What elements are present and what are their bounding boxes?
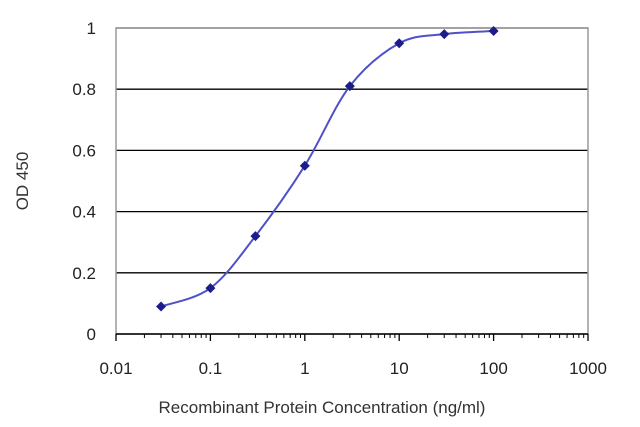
y-tick-label-0.6: 0.6 — [72, 141, 96, 160]
x-tick-labels: 0.01 0.1 1 10 100 1000 — [99, 359, 606, 378]
y-axis-label: OD 450 — [13, 152, 32, 211]
data-point-0 — [156, 301, 166, 311]
y-tick-label-0.4: 0.4 — [72, 203, 96, 222]
x-tick-label-0.01: 0.01 — [99, 359, 132, 378]
x-tick-label-10: 10 — [390, 359, 409, 378]
y-tick-labels: 0 0.2 0.4 0.6 0.8 1 — [72, 19, 96, 344]
x-axis-label: Recombinant Protein Concentration (ng/ml… — [159, 398, 486, 417]
y-tick-label-1: 1 — [87, 19, 96, 38]
x-tick-label-100: 100 — [479, 359, 507, 378]
y-tick-label-0.2: 0.2 — [72, 264, 96, 283]
data-point-6 — [439, 29, 449, 39]
data-point-3 — [300, 161, 310, 171]
fitted-curve — [161, 31, 494, 306]
y-tick-label-0.8: 0.8 — [72, 80, 96, 99]
grid-lines — [116, 28, 588, 273]
y-tick-label-0: 0 — [87, 325, 96, 344]
x-tick-label-1000: 1000 — [569, 359, 607, 378]
x-tick-label-0.1: 0.1 — [199, 359, 223, 378]
data-points — [156, 26, 499, 311]
plot-area — [116, 28, 588, 334]
x-tick-label-1: 1 — [300, 359, 309, 378]
x-axis — [116, 334, 588, 341]
data-point-5 — [394, 38, 404, 48]
